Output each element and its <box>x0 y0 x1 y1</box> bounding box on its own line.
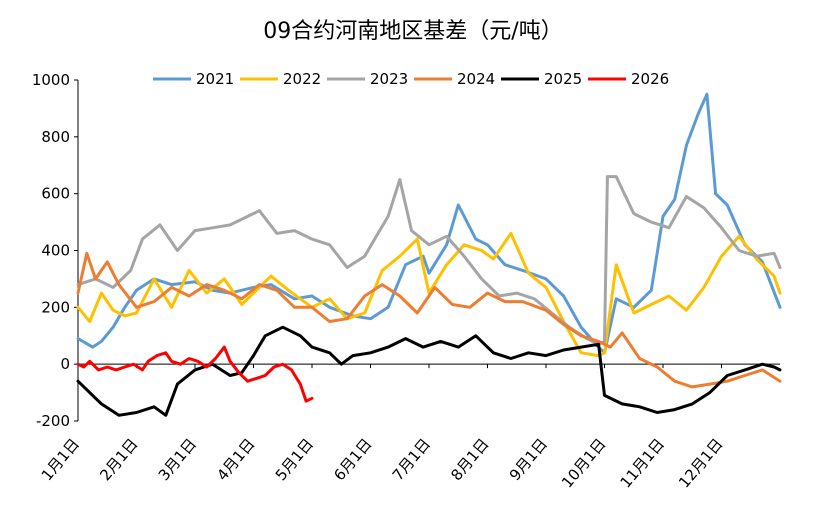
legend-label-2025: 2025 <box>544 70 582 88</box>
series-line-2022 <box>76 231 782 358</box>
x-tick-label: 12月1日 <box>675 435 726 491</box>
x-tick-label: 6月1日 <box>330 435 375 484</box>
y-tick-label: -200 <box>36 412 70 430</box>
x-tick-label: 3月1日 <box>155 435 200 484</box>
y-tick-label: 600 <box>41 185 70 203</box>
x-tick-label: 5月1日 <box>272 435 317 484</box>
y-tick-label: 0 <box>60 355 70 373</box>
legend: 2021 2022 2023 2024 2025 2026 <box>153 70 669 88</box>
series-line-2024 <box>76 251 782 389</box>
y-tick-label: 800 <box>41 128 70 146</box>
x-tick-label: 8月1日 <box>447 435 492 484</box>
chart-title: 09合约河南地区基差（元/吨） <box>263 19 562 44</box>
series-line-2025 <box>76 325 782 417</box>
legend-label-2023: 2023 <box>370 70 408 88</box>
x-tick-label: 10月1日 <box>558 435 609 491</box>
series-line-2021 <box>76 92 782 355</box>
axes: 1000 800 600 400 200 0 -200 1月1日 2月1日 3月1日 4月1日 5月1… <box>32 71 780 491</box>
series-line-2026 <box>76 345 314 403</box>
y-tick-label: 400 <box>41 242 70 260</box>
x-tick-label: 1月1日 <box>38 435 83 484</box>
legend-label-2026: 2026 <box>631 70 669 88</box>
series-line-2023 <box>76 175 782 346</box>
y-tick-label: 1000 <box>32 71 70 89</box>
x-tick-label: 7月1日 <box>389 435 434 484</box>
x-tick-label: 9月1日 <box>506 435 551 484</box>
x-tick-label: 2月1日 <box>96 435 141 484</box>
y-tick-label: 200 <box>41 298 70 316</box>
x-tick-label: 11月1日 <box>617 435 668 491</box>
x-tick-label: 4月1日 <box>213 435 258 484</box>
legend-label-2021: 2021 <box>196 70 234 88</box>
legend-label-2022: 2022 <box>283 70 321 88</box>
legend-label-2024: 2024 <box>457 70 495 88</box>
series-group <box>76 92 782 417</box>
